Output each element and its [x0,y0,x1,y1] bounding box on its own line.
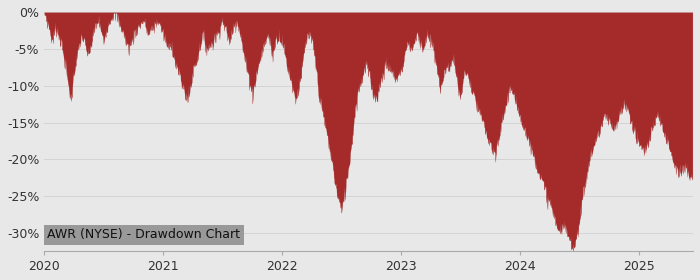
Text: AWR (NYSE) - Drawdown Chart: AWR (NYSE) - Drawdown Chart [48,228,240,241]
